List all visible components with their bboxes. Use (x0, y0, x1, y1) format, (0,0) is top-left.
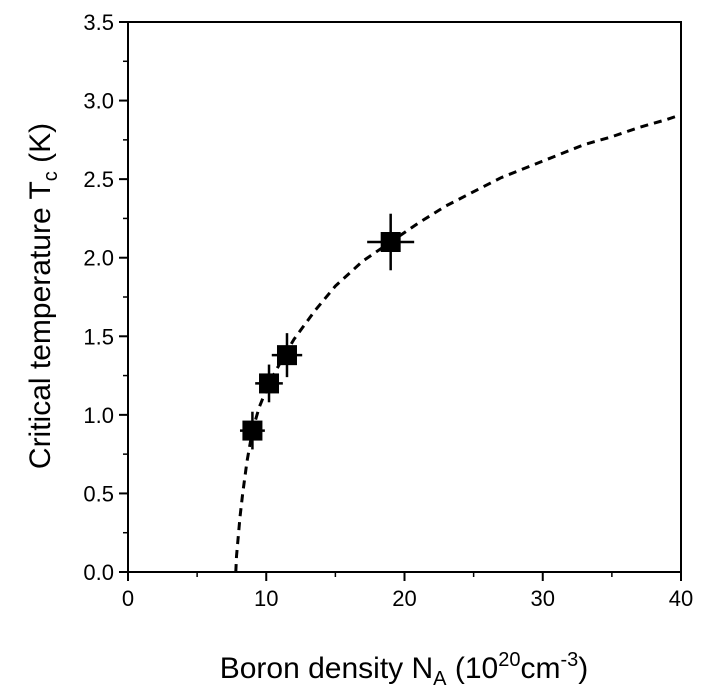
x-tick-label: 30 (531, 586, 555, 611)
data-point (239, 411, 265, 450)
x-tick-label: 0 (122, 586, 134, 611)
y-axis-title: Critical temperature Tc (K) (24, 123, 62, 469)
y-tick-label: 0.5 (83, 481, 114, 506)
square-marker (259, 373, 280, 394)
y-tick-label: 0.0 (83, 560, 114, 585)
y-tick-label: 2.5 (83, 167, 114, 192)
y-tick-label: 1.5 (83, 324, 114, 349)
fit-curve (234, 113, 682, 573)
y-tick-label: 1.0 (83, 403, 114, 428)
square-marker (242, 420, 263, 441)
ticks-layer: 0 10 20 30 40 0.0 0.5 1.0 1.5 2.0 2.5 3.0 3.5 (83, 10, 693, 611)
data-point (255, 364, 283, 403)
x-tick-label: 10 (254, 586, 278, 611)
data-point (367, 213, 415, 271)
y-tick-label: 3.0 (83, 89, 114, 114)
y-tick-label: 2.0 (83, 246, 114, 271)
x-axis-title: Boron density NA (1020cm-3) (220, 649, 589, 690)
fit-curve-layer (234, 113, 682, 573)
data-point (271, 333, 303, 378)
plot-frame (127, 21, 682, 573)
square-marker (380, 232, 401, 252)
data-points-layer (239, 213, 415, 450)
y-tick-label: 3.5 (83, 10, 114, 35)
x-tick-label: 40 (669, 586, 693, 611)
square-marker (276, 345, 297, 366)
x-tick-label: 20 (392, 586, 416, 611)
